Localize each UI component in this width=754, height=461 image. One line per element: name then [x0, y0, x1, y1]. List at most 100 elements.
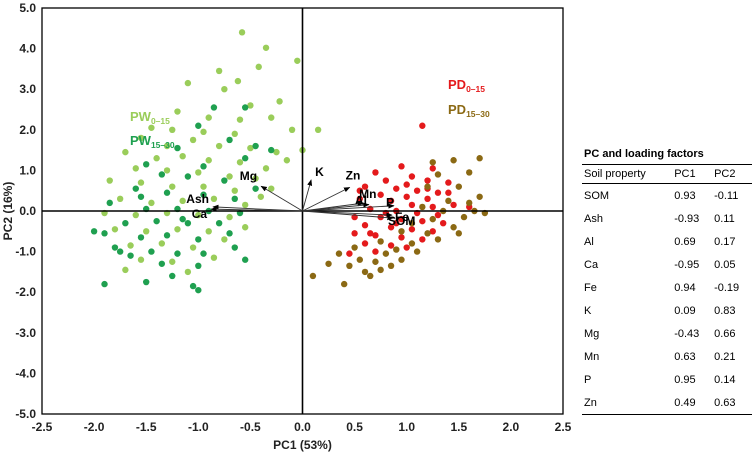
scatter-point	[398, 163, 405, 170]
scatter-point	[346, 250, 353, 257]
row-pc2: 0.11	[714, 212, 735, 225]
scatter-point	[132, 211, 139, 219]
loading-vector-label: Mn	[359, 187, 376, 201]
scatter-point	[158, 240, 166, 247]
scatter-point	[283, 157, 291, 164]
row-pc1: 0.69	[674, 235, 696, 248]
scatter-point	[127, 242, 134, 249]
scatter-point	[210, 254, 218, 261]
scatter-point	[413, 187, 421, 194]
row-property: Mn	[584, 350, 600, 363]
table-row: P 0.95 0.14	[582, 368, 752, 391]
loading-factors-table: PC and loading factors Soil property PC1…	[582, 148, 752, 415]
scatter-point	[169, 183, 176, 190]
scatter-point	[429, 159, 436, 166]
scatter-point	[163, 232, 171, 239]
x-tick-label: -0.5	[240, 420, 261, 434]
scatter-point	[169, 126, 176, 133]
scatter-point	[90, 228, 98, 235]
scatter-point	[346, 262, 353, 270]
header-soil-property: Soil property	[582, 164, 673, 184]
scatter-point	[236, 159, 244, 166]
scatter-point	[294, 57, 301, 64]
scatter-point	[466, 199, 473, 207]
scatter-point	[361, 240, 369, 247]
x-tick-label: 1.5	[450, 420, 467, 434]
row-property: Ash	[584, 212, 603, 225]
table-row: Mg -0.43 0.66	[582, 322, 752, 345]
scatter-point	[445, 189, 452, 196]
scatter-point	[179, 152, 186, 160]
scatter-point	[393, 246, 400, 253]
scatter-point	[387, 242, 395, 249]
scatter-point	[122, 148, 129, 156]
scatter-point	[419, 203, 426, 211]
table-row: Al 0.69 0.17	[582, 230, 752, 253]
y-axis-label: PC2 (16%)	[1, 182, 15, 241]
x-tick-label: 0.5	[346, 420, 363, 434]
row-pc1: 0.95	[674, 373, 696, 386]
row-pc1: -0.43	[674, 327, 700, 340]
scatter-point	[122, 266, 129, 274]
scatter-point	[184, 173, 192, 180]
scatter-point	[153, 155, 160, 162]
scatter-point	[226, 213, 233, 221]
x-tick-label: -2.5	[32, 420, 53, 434]
scatter-point	[221, 177, 228, 184]
table-row: SOM 0.93 -0.11	[582, 184, 752, 208]
scatter-point	[241, 256, 249, 263]
scatter-point	[387, 262, 395, 270]
row-pc1: -0.93	[674, 212, 700, 225]
group-legend-label: PD15–30	[448, 102, 490, 119]
loading-vector-label: Al	[355, 194, 367, 208]
loading-vector-label: Ash	[186, 192, 209, 206]
pca-biplot: -2.5 -2.0 -1.5 -1.0 -0.5 0.0 0.5 1.0 1.5 2.0 2.5 5.…	[1, 1, 572, 452]
scatter-point	[439, 219, 447, 227]
scatter-point	[241, 201, 249, 209]
scatter-point	[387, 197, 395, 205]
scatter-point	[215, 219, 223, 227]
scatter-point	[143, 161, 150, 168]
scatter-point	[101, 280, 108, 288]
scatter-point	[351, 244, 358, 251]
scatter-point	[403, 193, 410, 200]
scatter-point	[106, 177, 113, 184]
scatter-point	[398, 256, 405, 263]
table-header-row: Soil property PC1 PC2	[582, 164, 752, 184]
scatter-point	[195, 169, 202, 176]
x-tick-label: -2.0	[84, 420, 105, 434]
loading-vector-arrow	[210, 206, 303, 212]
scatter-point	[247, 102, 254, 109]
scatter-point	[372, 169, 379, 176]
scatter-point	[231, 195, 238, 203]
scatter-point	[231, 187, 238, 194]
scatter-point	[445, 197, 452, 205]
scatter-point	[137, 179, 145, 186]
scatter-point	[434, 189, 442, 196]
y-tick-label: 4.0	[19, 42, 36, 56]
loading-vector-arrow	[302, 179, 313, 212]
scatter-point	[325, 260, 332, 267]
scatter-point	[398, 234, 405, 241]
scatter-point	[476, 193, 483, 200]
scatter-point	[106, 199, 113, 207]
scatter-point	[393, 185, 400, 192]
scatter-point	[148, 124, 155, 131]
scatter-point	[434, 171, 442, 178]
row-property: Ca	[584, 258, 599, 271]
scatter-point	[158, 260, 166, 267]
scatter-point	[195, 122, 202, 129]
row-pc1: 0.49	[672, 391, 713, 415]
loading-vector-label: Ca	[192, 207, 208, 221]
x-tick-label: 0.0	[294, 420, 311, 434]
row-pc1: -0.95	[674, 258, 700, 271]
scatter-point	[179, 197, 186, 205]
scatter-point	[215, 142, 223, 150]
loading-vector-label: Zn	[346, 168, 361, 182]
scatter-point	[268, 146, 275, 154]
row-pc2: -0.19	[714, 281, 740, 294]
loading-vector-label: P	[386, 196, 394, 210]
scatter-point	[137, 134, 145, 142]
y-tick-label: -3.0	[15, 326, 36, 340]
scatter-point	[231, 130, 238, 138]
